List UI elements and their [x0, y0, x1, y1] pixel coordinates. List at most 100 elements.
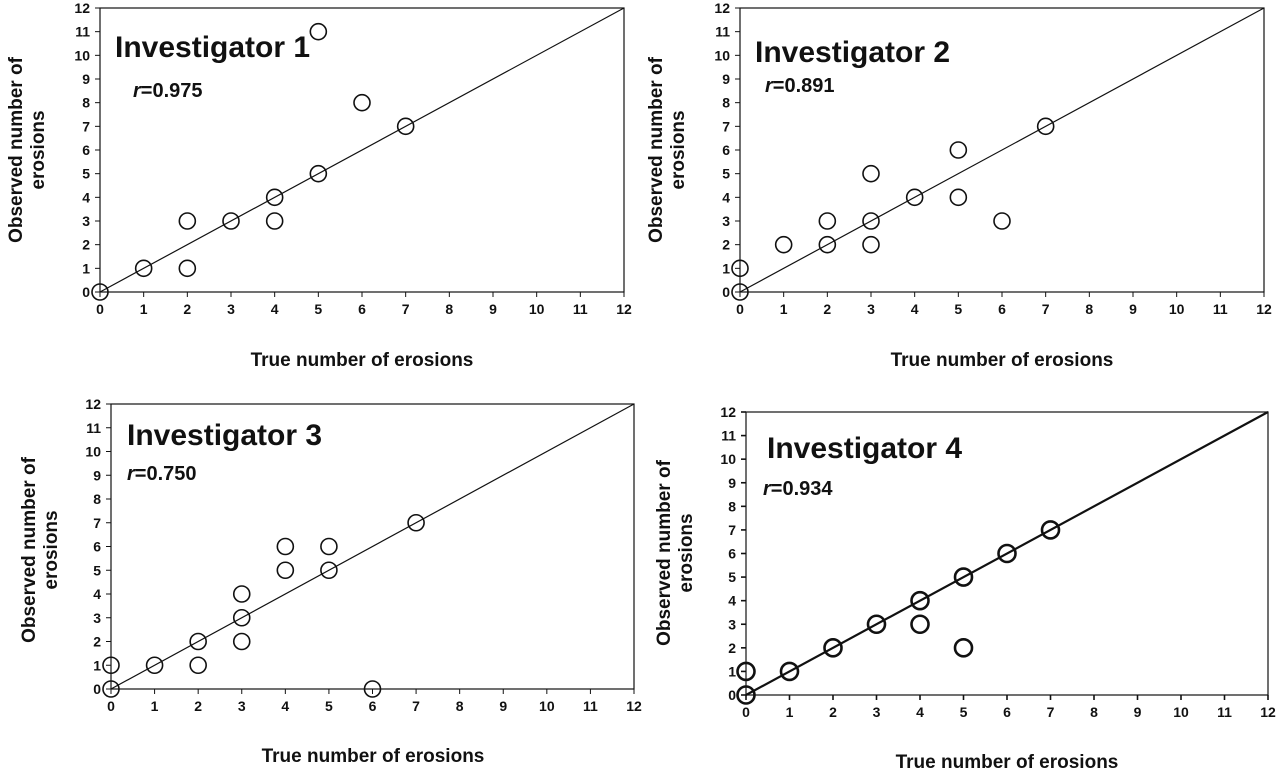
chart-1-y-tick-label: 4 [82, 189, 90, 205]
chart-4-y-tick-label: 2 [728, 640, 736, 656]
chart-3-y-tick-label: 5 [93, 562, 101, 578]
chart-4-data-point [953, 567, 974, 587]
chart-2-data-point [949, 141, 968, 159]
chart-1-x-tick-label: 12 [616, 301, 632, 317]
chart-3-y-tick-label: 0 [93, 681, 101, 697]
chart-4-y-axis-label-line: Observed number of [654, 459, 675, 645]
chart-1-x-tick-label: 10 [529, 301, 545, 317]
chart-2-x-tick-label: 6 [998, 301, 1006, 317]
chart-4-x-axis-label: True number of erosions [896, 752, 1119, 771]
chart-1-y-tick-label: 8 [82, 95, 90, 111]
chart-3-y-tick-label: 9 [93, 467, 101, 483]
chart-4-correlation-value: =0.934 [771, 478, 834, 500]
chart-4-x-tick-label: 12 [1260, 704, 1276, 720]
chart-4-y-axis-label-line: erosions [676, 513, 697, 592]
chart-1-x-tick-label: 6 [358, 301, 366, 317]
chart-2-data-point [862, 235, 880, 254]
chart-1-data-point [178, 259, 197, 278]
chart-2-y-axis-label-line: Observed number of [646, 56, 667, 242]
chart-2-y-axis-label-line: erosions [668, 110, 689, 189]
chart-1-x-tick-label: 5 [314, 301, 322, 317]
chart-2-x-tick-label: 7 [1042, 301, 1050, 317]
chart-4-y-tick-label: 4 [728, 593, 736, 609]
chart-1-y-tick-label: 10 [74, 47, 90, 63]
chart-2-x-tick-label: 4 [911, 301, 919, 317]
chart-3-y-tick-label: 11 [86, 420, 101, 436]
chart-4-x-tick-label: 0 [742, 704, 750, 720]
chart-2-x-axis-label: True number of erosions [891, 350, 1114, 371]
chart-1-data-point [265, 188, 284, 207]
chart-1-data-point [265, 212, 284, 230]
chart-3-y-tick-label: 1 [93, 657, 101, 673]
chart-3-data-point [189, 632, 207, 651]
chart-1-x-tick-label: 9 [489, 301, 497, 317]
chart-1-x-tick-label: 11 [573, 301, 588, 317]
chart-2-x-tick-label: 3 [867, 301, 875, 317]
chart-1-x-tick-label: 8 [445, 301, 453, 317]
chart-4-y-tick-label: 10 [720, 451, 736, 467]
chart-4-title: Investigator 4 [767, 432, 962, 465]
chart-3-y-tick-label: 4 [93, 586, 101, 602]
chart-1-y-tick-label: 12 [74, 0, 90, 16]
chart-3-x-tick-label: 11 [583, 698, 598, 714]
panel-investigator-4: 0 1 2 3 4 5 6 7 8 9 10 11 120123456789101112Investig… [654, 404, 1276, 771]
chart-3-title: Investigator 3 [127, 419, 322, 452]
chart-2-y-tick-label: 11 [715, 24, 730, 40]
chart-3-x-tick-label: 0 [107, 698, 115, 714]
chart-4-y-tick-label: 1 [728, 663, 736, 679]
chart-1-correlation-label: r=0.975 [133, 80, 203, 102]
chart-4-data-point [736, 685, 756, 705]
chart-4-x-tick-label: 10 [1173, 704, 1189, 720]
chart-3-correlation-label: r=0.750 [127, 463, 197, 485]
chart-3-data-point [102, 656, 120, 675]
chart-3-x-tick-label: 5 [325, 698, 333, 714]
chart-3-data-point [102, 680, 120, 698]
chart-1-x-tick-label: 0 [96, 301, 104, 317]
chart-4-data-point [866, 614, 887, 635]
chart-4-data-point [779, 661, 800, 682]
chart-2-y-tick-label: 6 [722, 142, 730, 158]
chart-3-y-tick-label: 3 [93, 610, 101, 626]
panel-investigator-1: 0 1 2 3 4 5 6 7 8 9 10 11 120123456789101112Investig… [6, 0, 632, 371]
chart-4-x-tick-label: 5 [960, 704, 968, 720]
panel-investigator-2: 0 1 2 3 4 5 6 7 8 9 10 11 120123456789101112Investig… [646, 0, 1272, 371]
chart-1-data-point [178, 212, 197, 230]
chart-1-data-point [309, 22, 328, 41]
chart-3-x-tick-label: 3 [238, 698, 246, 714]
chart-3-data-point [232, 632, 251, 651]
chart-3-correlation-value: =0.750 [135, 463, 197, 485]
chart-2-correlation-symbol: r [765, 75, 774, 97]
chart-1-y-tick-label: 11 [75, 24, 90, 40]
chart-1-y-tick-label: 1 [82, 260, 90, 276]
chart-3-x-tick-label: 6 [369, 698, 377, 714]
chart-4-x-tick-label: 8 [1090, 704, 1098, 720]
chart-3-x-tick-label: 10 [539, 698, 555, 714]
chart-2-x-tick-label: 2 [823, 301, 831, 317]
chart-3-y-tick-label: 12 [85, 396, 101, 412]
chart-2-y-tick-label: 5 [722, 166, 730, 182]
chart-2-data-point [731, 283, 749, 301]
chart-3-y-tick-label: 10 [85, 444, 101, 460]
chart-4-y-tick-label: 8 [728, 498, 736, 514]
chart-2-data-point [774, 235, 793, 254]
chart-1-data-point [396, 117, 415, 136]
chart-2-data-point [862, 212, 880, 230]
chart-3-x-tick-label: 1 [151, 698, 159, 714]
chart-4-data-point [910, 614, 930, 635]
chart-2-y-tick-label: 4 [722, 189, 730, 205]
chart-4-x-tick-label: 7 [1047, 704, 1055, 720]
chart-3-data-point [276, 537, 295, 556]
chart-3-data-point [407, 513, 425, 532]
chart-1-x-tick-label: 2 [183, 301, 191, 317]
chart-1-x-tick-label: 3 [227, 301, 235, 317]
chart-4-correlation-symbol: r [763, 478, 772, 500]
chart-2-correlation-label: r=0.891 [765, 75, 835, 97]
chart-3-data-point [276, 561, 295, 580]
chart-3-data-point [363, 680, 382, 698]
chart-4-y-tick-label: 9 [728, 475, 736, 491]
chart-2-y-tick-label: 3 [722, 213, 730, 229]
chart-3-y-tick-label: 2 [93, 634, 101, 650]
chart-1-y-tick-label: 0 [82, 284, 90, 300]
chart-3-correlation-symbol: r [127, 463, 136, 485]
